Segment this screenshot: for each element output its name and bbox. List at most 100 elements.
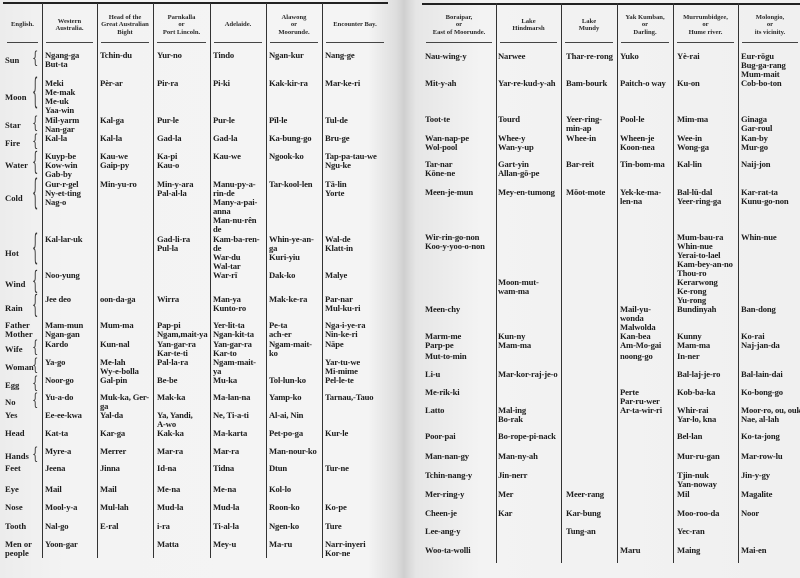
word-cell: Wheen-je Koon-nea — [620, 134, 655, 152]
word-cell: Bru-ge — [325, 134, 350, 143]
word-cell: Li-u — [425, 370, 440, 379]
word: Meen-chy — [425, 304, 461, 314]
word: Tar-nar — [425, 159, 453, 169]
word-cell: Yan-gar-ra Kar-to — [213, 340, 252, 358]
word-cell: Nga-i-ye-ra — [325, 320, 366, 330]
word-cell: Jin-nerr — [498, 471, 528, 480]
word-cell: Ar-ta-wir-ri — [620, 406, 662, 415]
word: Mil — [677, 489, 690, 499]
word-cell: Tar-nar Kōne-ne — [425, 160, 455, 178]
brace-bracket: { — [32, 149, 39, 178]
word-cell: Ngam,mait-ya — [157, 330, 208, 339]
word-cell: Perte Par-ru-wer — [620, 388, 660, 406]
word: Bel-lan — [677, 431, 703, 441]
word-cell: Jee deo — [45, 295, 71, 304]
word-cell: Pet-po-ga — [269, 429, 303, 438]
word: Man-nan-gy — [425, 451, 469, 461]
word-cell: Kol-lo — [269, 485, 291, 494]
word: Pīl-le — [269, 115, 288, 125]
word: Kal-la — [45, 133, 68, 143]
word: Woo-ta-wolli — [425, 545, 471, 555]
word-cell: Ngam-mait-ko — [269, 340, 312, 358]
word: Ngan-kur — [269, 50, 304, 60]
word-cell: Mar-row-lu — [741, 452, 783, 461]
word: Ko-ta-jong — [741, 431, 780, 441]
word-cell: Me-na — [213, 485, 236, 494]
word-cell: Thar-re-rong — [566, 52, 613, 61]
word: Ngang-ga — [45, 50, 80, 60]
word: Jinna — [100, 463, 120, 473]
word-cell: Merrer — [100, 447, 126, 456]
word: Me-mak — [45, 87, 76, 97]
word-cell: Gal-pin — [100, 376, 127, 385]
word-cell: Pèr-ar — [100, 79, 123, 88]
word: Nang-ge — [325, 50, 355, 60]
word: Man-ny-ah — [498, 451, 538, 461]
word: Wy-e-bolla — [100, 366, 139, 376]
word: Kak-kir-ra — [269, 78, 308, 88]
word-cell: Tar-kool-len — [269, 180, 313, 189]
word-cell: In-ner — [677, 352, 700, 361]
column-header-head-of-the-great-australian-bight: Head of the Great Australian Bight — [101, 13, 149, 36]
word-cell: Tol-lun-ko — [269, 376, 306, 385]
word: Ngam-mait- — [213, 357, 256, 367]
brace-bracket: { — [32, 374, 39, 394]
word: Mōot-mote — [566, 187, 606, 197]
word-cell: Ko-ta-jong — [741, 432, 780, 441]
word-cell: Pel-le-te — [325, 376, 354, 385]
word: Nin-ke-ri — [325, 329, 358, 339]
word-cell: Ngang-ga But-ta — [45, 51, 79, 69]
word: Yar-tu-we — [325, 357, 361, 367]
word-cell: Wee-in Wong-ga — [677, 134, 709, 152]
word: Pe-ta — [269, 320, 288, 330]
word: Kōne-ne — [425, 168, 455, 178]
word-cell: Bundinyah — [677, 305, 716, 314]
word: Pèr-ar — [100, 78, 123, 88]
word-cell: Mar-ke-ri — [325, 79, 360, 88]
word-cell: Bo-rope-pi-nack — [498, 432, 556, 441]
word: War-rī — [213, 270, 238, 280]
word: Ban-dong — [741, 304, 776, 314]
word-cell: Narwee — [498, 52, 525, 61]
word-cell: Kur-le — [325, 429, 348, 438]
word: Jeena — [45, 463, 66, 473]
word: Mam-mun — [45, 320, 84, 330]
word-cell: Mar-ra — [213, 447, 239, 456]
column-header-parnkalla-or-port-lincoln: Parnkalla or Port Lincoln. — [162, 13, 201, 36]
word-cell: Kar-bung — [566, 509, 601, 518]
word: Bug-ga-rang — [741, 60, 786, 70]
word-cell: Pal-la-ra — [157, 358, 188, 367]
word: Ti-al-la — [213, 521, 239, 531]
english-word-tooth: Tooth — [5, 521, 27, 531]
word-cell: Nal-go — [45, 522, 69, 531]
header-underline — [677, 42, 734, 43]
word-cell: Pe-ta — [269, 321, 287, 330]
word-cell: Kal-la — [100, 134, 122, 143]
word-cell: Kob-ba-ka — [677, 388, 715, 397]
word: Ngook-ko — [269, 151, 304, 161]
word-cell: Kuyp-be Kow-win Gab-by — [45, 152, 78, 179]
word-cell: Paitch-o way — [620, 79, 666, 88]
word: Kal-la — [100, 133, 123, 143]
word-cell: Jin-y-gy — [741, 471, 770, 480]
brace-bracket: { — [32, 268, 39, 297]
word: Id-na — [157, 463, 177, 473]
word-cell: Wan-nap-pe Wol-pool — [425, 134, 469, 152]
english-word-eye: Eye — [5, 484, 19, 494]
word: Mar-ra — [213, 446, 239, 456]
word-cell: Kar-ga — [100, 429, 125, 438]
word: Cob-bo-ton — [741, 78, 782, 88]
column-header-molongio-or-its-vicinity: Molongio, or its vicinity. — [754, 13, 786, 36]
word-cell: Mit-y-ah — [425, 79, 456, 88]
word: Mak-ke-ra — [269, 294, 308, 304]
word: Nga-i-ye-ra — [325, 320, 366, 330]
word-cell: Mil-yarm Nan-gar — [45, 116, 79, 134]
word: Ka-bung-go — [269, 133, 312, 143]
word-cell: Whin-ye-an-ga Kuri-yiu — [269, 235, 314, 262]
header-underline — [101, 42, 149, 43]
word: Kerarwong — [677, 277, 718, 287]
word-cell: Ngen-ko — [269, 522, 299, 531]
word: Ngen-ko — [269, 521, 299, 531]
word-cell: Kal-lar-uk — [45, 235, 82, 244]
word: Toot-te — [425, 114, 450, 124]
